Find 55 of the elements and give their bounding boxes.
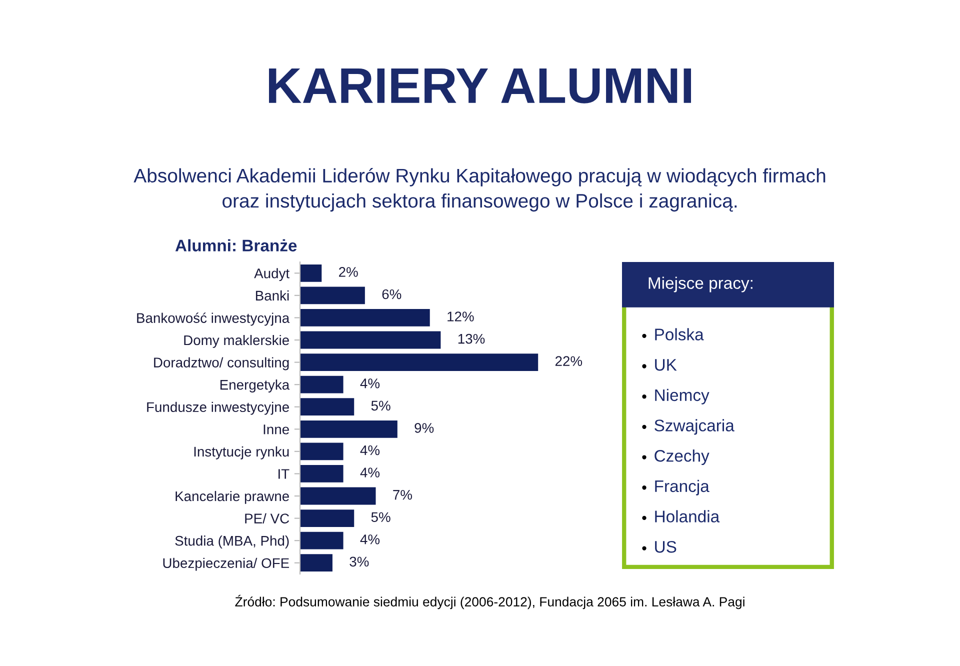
bar (300, 398, 354, 416)
data-label: 4% (360, 468, 380, 478)
data-label: 9% (414, 423, 434, 433)
data-label: 7% (393, 490, 412, 500)
bar (300, 264, 322, 282)
bar (300, 309, 430, 326)
data-label: 4% (360, 534, 380, 544)
text: Francja (655, 480, 710, 496)
text: Holandia (655, 510, 720, 522)
text: Czechy (654, 450, 710, 466)
bar (300, 465, 344, 482)
y-tick-label: Studia (MBA, Phd) (175, 536, 289, 548)
bar (300, 331, 441, 349)
chart-title: KARIERY ALUMNI (268, 68, 692, 104)
chart-subtitle: Absolwenci Akademii Liderów Rynku Kapitałowego pracują w wiodących firmach oraz instytucjach sektora finansowego w Polsce i zagranicą. (134, 168, 826, 212)
y-tick-label: Instytucje rynku (194, 446, 289, 460)
data-label: 5% (371, 400, 390, 411)
text: US (655, 540, 676, 553)
text: Niemcy (655, 388, 710, 404)
y-tick-label: Banki (256, 290, 289, 301)
text: Źródło: Podsumowanie siedmiu edycji (2006-2012), Fundacja 2065 im. Lesława A. Pagi (235, 594, 744, 610)
bar (300, 354, 538, 371)
y-tick-label: Bankowość inwestycyjna (137, 312, 290, 326)
text: UK (655, 359, 677, 371)
text: Miejsce pracy: (648, 276, 752, 292)
data-label: 13% (458, 334, 485, 344)
bar (300, 510, 354, 527)
y-tick-label: Energetyka (220, 380, 290, 392)
y-tick-label: Audyt (254, 268, 290, 282)
data-label: 22% (555, 356, 582, 366)
y-tick-label: Domy maklerskie (184, 334, 289, 348)
y-tick-label: Inne (264, 424, 289, 434)
text: Polska (655, 328, 704, 340)
bar (300, 487, 376, 505)
bar (300, 420, 398, 438)
y-tick-label: Ubezpieczenia/ OFE (163, 558, 289, 571)
text: Szwajcaria (654, 419, 734, 435)
y-tick-label: IT (278, 469, 290, 479)
bar (300, 442, 344, 460)
data-label: 5% (371, 512, 390, 522)
bar (300, 532, 344, 550)
bar (300, 376, 344, 394)
data-label: 12% (448, 312, 474, 322)
data-label: 4% (360, 378, 380, 388)
text: Alumni: Branże (175, 239, 297, 252)
data-label: 6% (382, 289, 402, 300)
data-label: 2% (339, 267, 358, 277)
y-tick-label: Kancelarie prawne (176, 490, 289, 504)
y-tick-label: Doradztwo/ consulting (154, 357, 289, 370)
bar (300, 554, 332, 572)
y-tick-label: Fundusze inwestycyjne (147, 402, 289, 415)
data-label: 4% (360, 445, 380, 456)
data-label: 3% (350, 556, 369, 567)
y-tick-label: PE/ VC (245, 513, 290, 524)
bar (300, 286, 365, 304)
